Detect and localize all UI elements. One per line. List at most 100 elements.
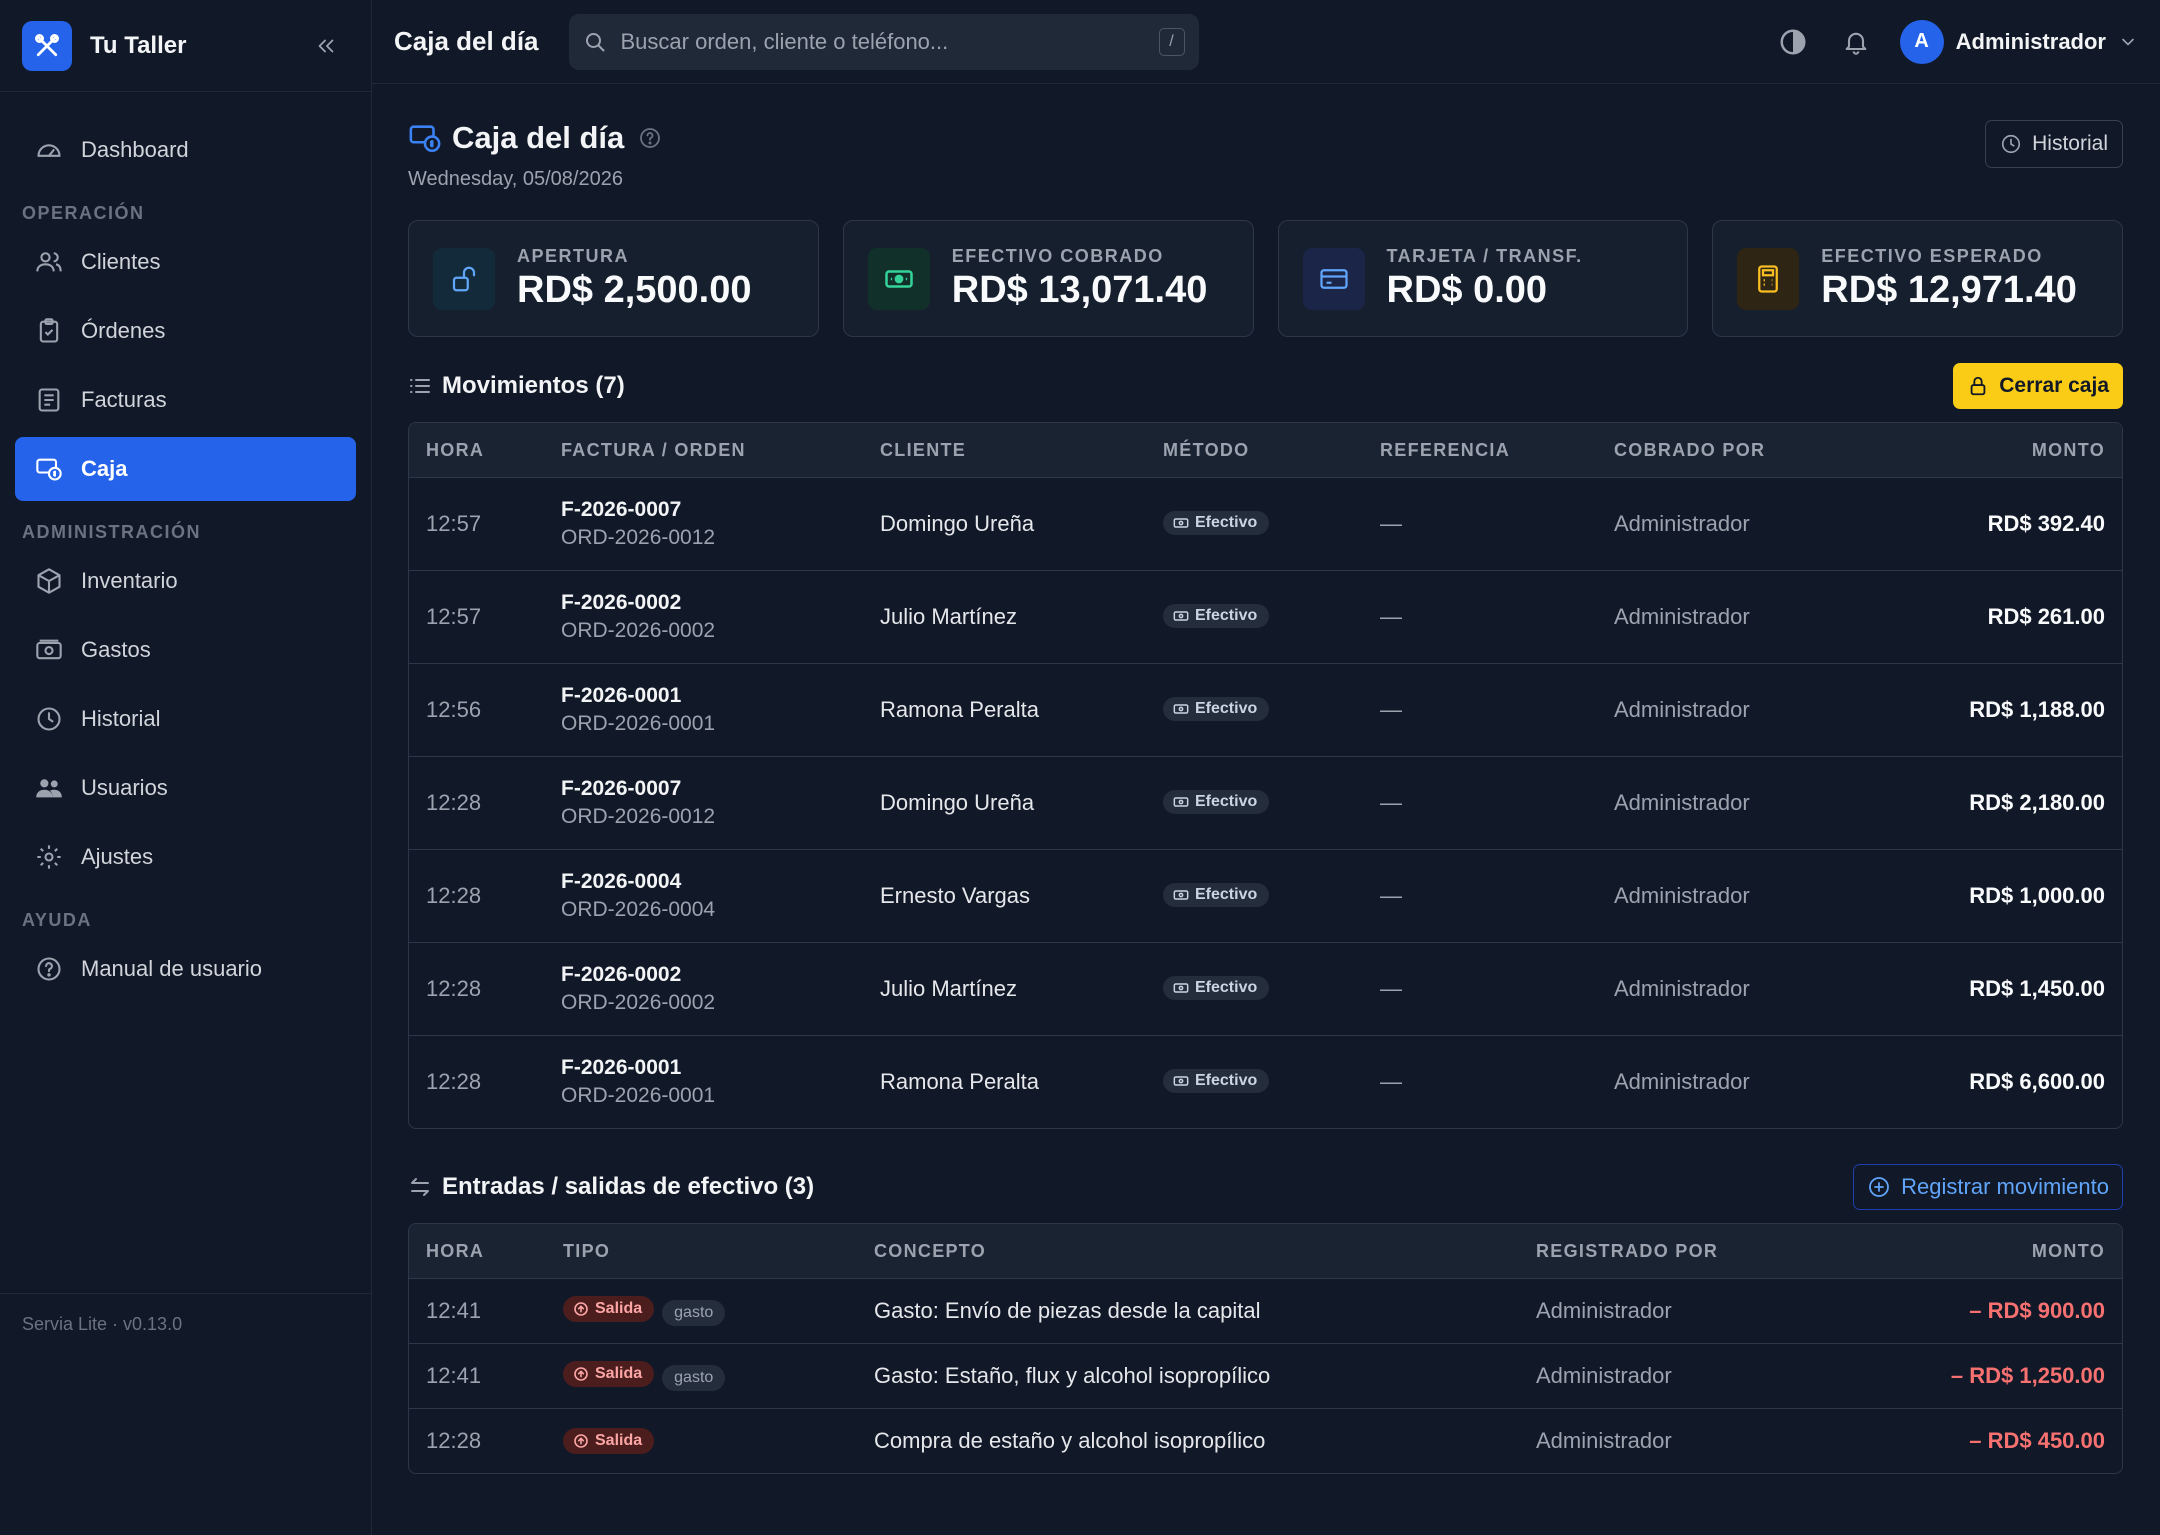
- cell-cliente: Ernesto Vargas: [880, 883, 1031, 908]
- banknote-icon: [1173, 611, 1189, 621]
- table-row[interactable]: 12:28 F-2026-0001 ORD-2026-0001 Ramona Pera…: [409, 1035, 2122, 1128]
- cell-referencia: —: [1380, 883, 1402, 908]
- sidebar-item-inventario[interactable]: Inventario: [15, 549, 356, 613]
- cell-concepto: Gasto: Envío de piezas desde la capital: [874, 1298, 1261, 1323]
- cell-hora: 12:28: [426, 883, 482, 908]
- cell-monto: RD$ 392.40: [1987, 511, 2105, 536]
- invoice-number[interactable]: F-2026-0004: [561, 870, 682, 893]
- cell-factura: F-2026-0001 ORD-2026-0001: [544, 684, 863, 736]
- cell-registrado: Administrador: [1536, 1363, 1672, 1388]
- order-number[interactable]: ORD-2026-0001: [561, 1084, 716, 1107]
- type-badge: Salida: [563, 1427, 655, 1454]
- cell-registrado: Administrador: [1536, 1428, 1672, 1453]
- order-number[interactable]: ORD-2026-0012: [561, 526, 716, 549]
- sidebar-item-ordenes[interactable]: Órdenes: [15, 299, 356, 363]
- table-row[interactable]: 12:57 F-2026-0002 ORD-2026-0002 Julio Martí…: [409, 570, 2122, 663]
- theme-toggle-icon[interactable]: [1778, 27, 1808, 57]
- movements-table: HORA FACTURA / ORDEN CLIENTE MÉTODO REFE…: [408, 422, 2123, 1129]
- sidebar-item-label: Ajustes: [81, 844, 154, 869]
- invoice-number[interactable]: F-2026-0001: [561, 684, 682, 707]
- invoice-icon: [38, 388, 60, 412]
- help-icon[interactable]: [638, 126, 662, 150]
- category-badge: gasto: [662, 1365, 726, 1391]
- nav-section-administracion: ADMINISTRACIÓN: [22, 522, 201, 542]
- stats-row: APERTURA RD$ 2,500.00 EFECTIVO COBRADO R…: [408, 220, 2123, 337]
- clock-icon: [37, 707, 61, 731]
- user-name[interactable]: Administrador: [1955, 28, 2106, 54]
- order-number[interactable]: ORD-2026-0004: [561, 898, 716, 921]
- method-label: Efectivo: [1195, 793, 1258, 810]
- collapse-sidebar-icon[interactable]: [315, 35, 337, 57]
- method-badge: Efectivo: [1163, 790, 1270, 814]
- table-row[interactable]: 12:41 Salida gasto Gasto: Envío de piezas d…: [409, 1278, 2122, 1343]
- sidebar-item-gastos[interactable]: Gastos: [15, 618, 356, 682]
- order-number[interactable]: ORD-2026-0002: [561, 619, 716, 642]
- cell-hora: 12:57: [426, 604, 482, 629]
- cell-referencia: —: [1380, 1069, 1402, 1094]
- register-movement-button[interactable]: Registrar movimiento: [1853, 1164, 2123, 1210]
- type-label: Salida: [595, 1431, 643, 1449]
- table-row[interactable]: 12:57 F-2026-0007 ORD-2026-0012 Domingo Ure…: [409, 477, 2122, 570]
- method-badge: Efectivo: [1163, 883, 1270, 907]
- cell-cobrado: Administrador: [1614, 790, 1750, 815]
- cell-concepto: Gasto: Estaño, flux y alcohol isopropíli…: [874, 1363, 1271, 1388]
- cell-metodo: Efectivo: [1146, 697, 1363, 723]
- order-number[interactable]: ORD-2026-0001: [561, 712, 716, 735]
- invoice-number[interactable]: F-2026-0007: [561, 777, 682, 800]
- history-button-label: Historial: [2032, 132, 2108, 155]
- col-monto: MONTO: [2031, 1240, 2105, 1261]
- order-number[interactable]: ORD-2026-0002: [561, 991, 716, 1014]
- invoice-number[interactable]: F-2026-0001: [561, 1056, 682, 1079]
- history-button[interactable]: Historial: [1985, 120, 2123, 168]
- invoice-number[interactable]: F-2026-0007: [561, 498, 682, 521]
- invoice-number[interactable]: F-2026-0002: [561, 591, 682, 614]
- avatar[interactable]: A: [1899, 19, 1944, 64]
- cell-referencia: —: [1380, 604, 1402, 629]
- sidebar-item-dashboard[interactable]: Dashboard: [15, 118, 356, 182]
- table-row[interactable]: 12:28 F-2026-0007 ORD-2026-0012 Domingo Ure…: [409, 756, 2122, 849]
- stat-label: TARJETA / TRANSF.: [1386, 245, 1583, 266]
- cell-registrado: Administrador: [1536, 1298, 1672, 1323]
- chevron-down-icon[interactable]: [2118, 32, 2138, 52]
- arrows-exchange-icon: [411, 1178, 429, 1196]
- sidebar-item-usuarios[interactable]: Usuarios: [15, 756, 356, 820]
- bell-icon[interactable]: [1842, 28, 1870, 56]
- cell-metodo: Efectivo: [1146, 976, 1363, 1002]
- stat-label: EFECTIVO COBRADO: [951, 245, 1164, 266]
- sidebar-item-ajustes[interactable]: Ajustes: [15, 825, 356, 889]
- sidebar-item-caja[interactable]: Caja: [15, 437, 356, 501]
- cell-metodo: Efectivo: [1146, 511, 1363, 537]
- arrow-up-circle-icon: [574, 1433, 588, 1448]
- method-badge: Efectivo: [1163, 976, 1270, 1000]
- table-row[interactable]: 12:28 F-2026-0004 ORD-2026-0004 Ernesto Var…: [409, 849, 2122, 942]
- nav-section-operacion: OPERACIÓN: [22, 203, 145, 223]
- credit-card-icon: [1302, 247, 1365, 310]
- cell-monto: RD$ 1,000.00: [1969, 883, 2105, 908]
- cell-hora: 12:28: [426, 976, 482, 1001]
- cash-register-icon: [409, 125, 441, 153]
- table-row[interactable]: 12:56 F-2026-0001 ORD-2026-0001 Ramona Pera…: [409, 663, 2122, 756]
- sidebar-item-label: Dashboard: [81, 137, 189, 162]
- sidebar-item-facturas[interactable]: Facturas: [15, 368, 356, 432]
- page-header: Caja del día Wednesday, 05/08/2026 Histo…: [408, 84, 2123, 220]
- table-row[interactable]: 12:28 F-2026-0002 ORD-2026-0002 Julio Martí…: [409, 942, 2122, 1035]
- cell-factura: F-2026-0007 ORD-2026-0012: [544, 498, 863, 550]
- table-row[interactable]: 12:28 Salida Compra de estaño y alcohol is…: [409, 1408, 2122, 1473]
- sidebar-item-label: Historial: [81, 706, 161, 731]
- sidebar-item-manual[interactable]: Manual de usuario: [15, 937, 356, 1001]
- search-input[interactable]: Buscar orden, cliente o teléfono... /: [568, 13, 1199, 70]
- plus-circle-icon: [1869, 1177, 1890, 1197]
- order-number[interactable]: ORD-2026-0012: [561, 805, 716, 828]
- cell-metodo: Efectivo: [1146, 790, 1363, 816]
- cell-tipo: Salida: [546, 1427, 857, 1455]
- table-row[interactable]: 12:41 Salida gasto Gasto: Estaño, flux y al…: [409, 1343, 2122, 1408]
- cell-tipo: Salida gasto: [546, 1361, 857, 1391]
- cell-cobrado: Administrador: [1614, 883, 1750, 908]
- close-register-button[interactable]: Cerrar caja: [1953, 363, 2123, 409]
- sidebar-item-clientes[interactable]: Clientes: [15, 230, 356, 294]
- cell-monto: – RD$ 450.00: [1969, 1428, 2105, 1453]
- cell-hora: 12:28: [426, 1428, 482, 1453]
- sidebar-item-historial[interactable]: Historial: [15, 687, 356, 751]
- gauge-icon: [37, 144, 61, 157]
- invoice-number[interactable]: F-2026-0002: [561, 963, 682, 986]
